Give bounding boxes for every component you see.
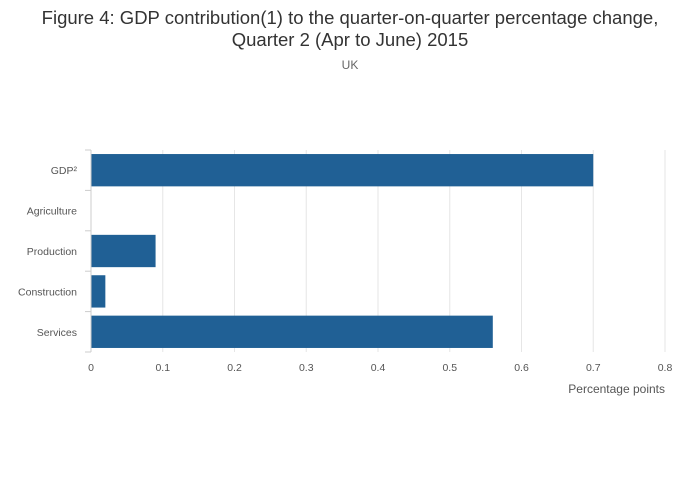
bar-construction — [91, 275, 106, 308]
x-tick-label: 0.2 — [227, 362, 242, 374]
y-category-label: Construction — [18, 286, 77, 298]
x-tick-label: 0.6 — [514, 362, 529, 374]
x-axis-title: Percentage points — [568, 382, 665, 396]
bars — [91, 154, 594, 348]
y-category-label: GDP² — [51, 165, 78, 177]
x-tick-label: 0.7 — [586, 362, 601, 374]
chart-title-line-1: Figure 4: GDP contribution(1) to the qua… — [42, 7, 659, 28]
chart-title-line-2: Quarter 2 (Apr to June) 2015 — [232, 29, 469, 50]
axes: 0 0.1 0.2 0.3 0.4 0.5 0.6 0.7 0.8 GDP² Agriculture… — [18, 149, 673, 374]
y-category-label: Services — [37, 327, 77, 339]
x-tick-label: 0.5 — [442, 362, 457, 374]
bar-production — [91, 234, 156, 268]
y-category-label: Agriculture — [27, 206, 77, 218]
x-tick-label: 0.8 — [658, 362, 673, 374]
x-tick-label: 0.3 — [299, 362, 314, 374]
x-tick-label: 0.1 — [155, 362, 170, 374]
bar-services — [91, 315, 493, 348]
x-tick-label: 0.4 — [371, 362, 386, 374]
x-tick-label: 0 — [88, 362, 94, 374]
y-category-label: Production — [27, 246, 77, 258]
bar-gdp — [91, 154, 594, 187]
chart-subtitle: UK — [342, 58, 359, 72]
